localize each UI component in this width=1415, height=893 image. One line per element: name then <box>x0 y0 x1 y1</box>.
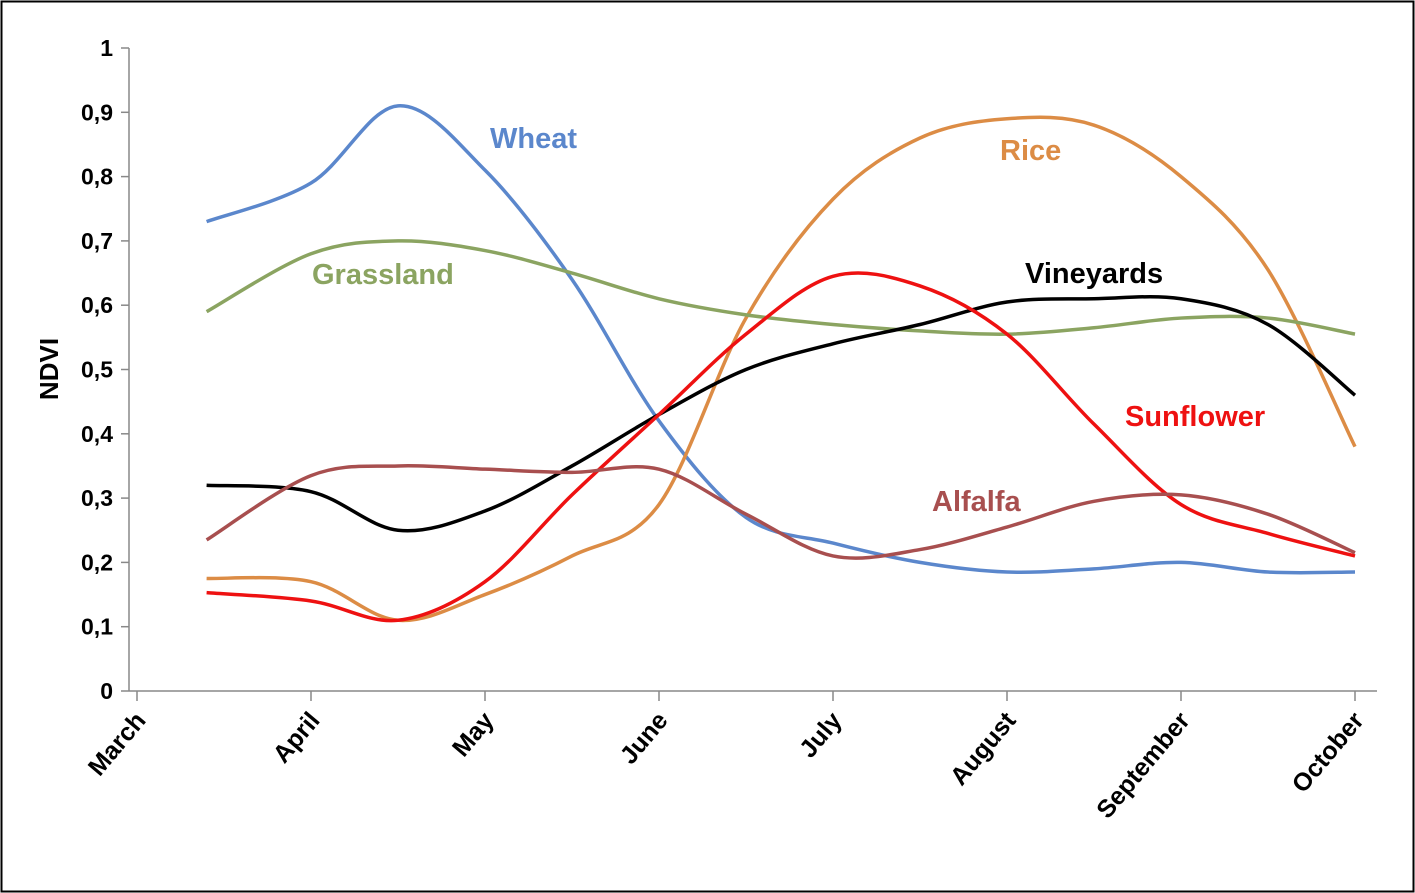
y-tick-label: 0,3 <box>81 485 113 511</box>
y-tick-label: 0,1 <box>81 614 113 640</box>
series-line <box>206 115 1357 623</box>
y-tick-label: 0,4 <box>81 421 113 447</box>
series-line <box>206 295 1357 533</box>
series-line <box>205 104 1356 575</box>
y-tick-label: 0,9 <box>81 99 113 125</box>
series-label: Rice <box>1000 135 1061 167</box>
y-tick-label: 0,5 <box>81 357 113 383</box>
series-label: Wheat <box>490 123 577 155</box>
y-tick-label: 0,8 <box>81 164 113 190</box>
y-axis-label: NDVI <box>34 338 64 400</box>
y-tick-label: 0,2 <box>81 549 113 575</box>
y-tick-label: 0 <box>100 678 113 704</box>
series-label: Alfalfa <box>932 486 1022 518</box>
y-tick-label: 0,7 <box>81 228 113 254</box>
series-label: Grassland <box>312 259 454 291</box>
series-label: Vineyards <box>1025 258 1163 290</box>
series-label: Sunflower <box>1125 401 1265 433</box>
series-line <box>206 271 1356 623</box>
series-line <box>205 464 1356 560</box>
series-line <box>205 239 1356 336</box>
y-tick-label: 0,6 <box>81 292 113 318</box>
y-tick-label: 1 <box>100 35 113 61</box>
